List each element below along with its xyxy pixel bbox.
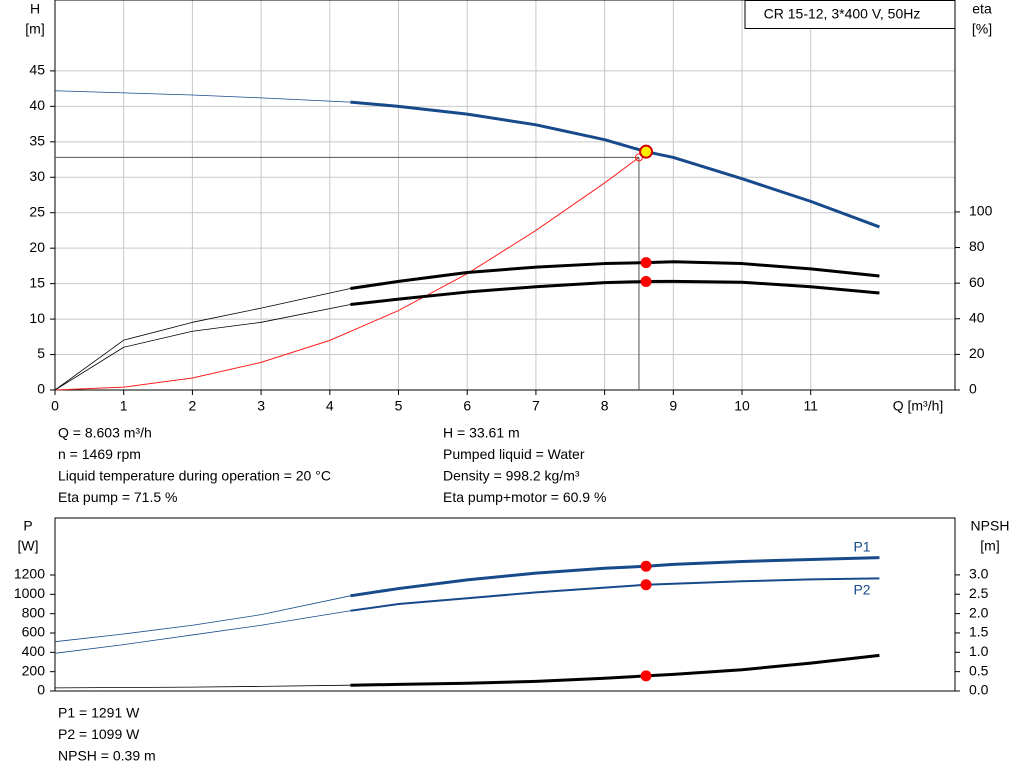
y-tick-label: 0	[37, 381, 45, 397]
legend-text: CR 15-12, 3*400 V, 50Hz	[764, 6, 921, 22]
curve	[350, 577, 880, 612]
operating-point	[639, 144, 654, 159]
x-tick-label: 9	[669, 398, 677, 414]
y-tick-label: 15	[29, 274, 45, 290]
operating-point	[640, 276, 652, 288]
curve	[350, 279, 880, 307]
curve	[350, 260, 880, 290]
y-tick-label: 1000	[14, 585, 45, 601]
info-text: Eta pump = 71.5 %	[58, 489, 177, 505]
y-tick-label: 1200	[14, 566, 45, 582]
info-text: H = 33.61 m	[443, 425, 520, 441]
y-tick-label: 45	[29, 62, 45, 78]
operating-point	[640, 579, 652, 591]
info-text: n = 1469 rpm	[58, 446, 141, 462]
y2-tick-label: 80	[969, 238, 985, 254]
y-tick-label: 0	[37, 682, 45, 698]
y-tick-label: 25	[29, 203, 45, 219]
y2-tick-label: 3.0	[969, 566, 989, 582]
plot-frame	[54, 0, 956, 391]
y2-axis-unit: [%]	[972, 21, 992, 37]
curve	[350, 653, 880, 687]
x-tick-label: 6	[463, 398, 471, 414]
x-tick-label: 10	[734, 398, 750, 414]
x-tick-label: 7	[532, 398, 540, 414]
x-tick-label: 1	[120, 398, 128, 414]
plot-frame	[54, 517, 956, 692]
info-text: P1 = 1291 W	[58, 705, 140, 721]
curve-thin	[54, 610, 351, 654]
y2-tick-label: 20	[969, 345, 985, 361]
y-tick-label: 10	[29, 310, 45, 326]
curve-thin	[54, 90, 351, 103]
info-text: Q = 8.603 m³/h	[58, 425, 152, 441]
info-text: Liquid temperature during operation = 20…	[58, 468, 331, 484]
y2-axis-title: NPSH	[971, 518, 1010, 534]
series-label: P1	[853, 539, 870, 555]
y-axis-title: P	[23, 518, 32, 534]
y-tick-label: 400	[22, 643, 46, 659]
x-tick-label: 8	[601, 398, 609, 414]
y-tick-label: 5	[37, 345, 45, 361]
y-tick-label: 200	[22, 662, 46, 678]
y-axis-title: H	[30, 1, 40, 17]
info-text: NPSH = 0.39 m	[58, 747, 156, 763]
x-tick-label: 4	[326, 398, 334, 414]
x-tick-label: 5	[395, 398, 403, 414]
y2-tick-label: 1.5	[969, 624, 989, 640]
y2-tick-label: 1.0	[969, 643, 989, 659]
operating-point	[640, 560, 652, 572]
curve-thin	[54, 684, 351, 689]
y2-axis-title: eta	[972, 1, 992, 17]
curve-thin	[54, 304, 351, 391]
y2-tick-label: 100	[969, 203, 993, 219]
x-tick-label: 2	[189, 398, 197, 414]
y2-tick-label: 2.5	[969, 585, 989, 601]
y2-tick-label: 0.5	[969, 662, 989, 678]
y2-axis-unit: [m]	[980, 538, 999, 554]
curve-thin	[54, 595, 351, 643]
y2-tick-label: 0	[969, 381, 977, 397]
y-tick-label: 35	[29, 133, 45, 149]
y2-tick-label: 60	[969, 274, 985, 290]
legend-box	[744, 0, 956, 29]
system-curve	[54, 157, 640, 391]
y-axis-unit: [W]	[18, 538, 39, 554]
y-tick-label: 20	[29, 239, 45, 255]
operating-point	[640, 670, 652, 682]
y-tick-label: 40	[29, 97, 45, 113]
y-tick-label: 800	[22, 604, 46, 620]
curve	[350, 100, 880, 229]
info-text: P2 = 1099 W	[58, 726, 140, 742]
operating-point	[640, 257, 652, 269]
y2-tick-label: 40	[969, 309, 985, 325]
info-text: Eta pump+motor = 60.9 %	[443, 489, 606, 505]
y-tick-label: 600	[22, 624, 46, 640]
curve-thin	[54, 288, 351, 391]
x-tick-label: 11	[803, 398, 818, 414]
y2-tick-label: 2.0	[969, 604, 989, 620]
x-tick-label: 0	[51, 398, 59, 414]
x-axis-title: Q [m³/h]	[893, 398, 944, 414]
y-tick-label: 30	[29, 168, 45, 184]
x-tick-label: 3	[257, 398, 265, 414]
curve	[350, 556, 880, 598]
info-text: Pumped liquid = Water	[443, 446, 585, 462]
y2-tick-label: 0.0	[969, 682, 989, 698]
y-axis-unit: [m]	[25, 21, 44, 37]
info-text: Density = 998.2 kg/m³	[443, 468, 580, 484]
series-label: P2	[853, 582, 870, 598]
